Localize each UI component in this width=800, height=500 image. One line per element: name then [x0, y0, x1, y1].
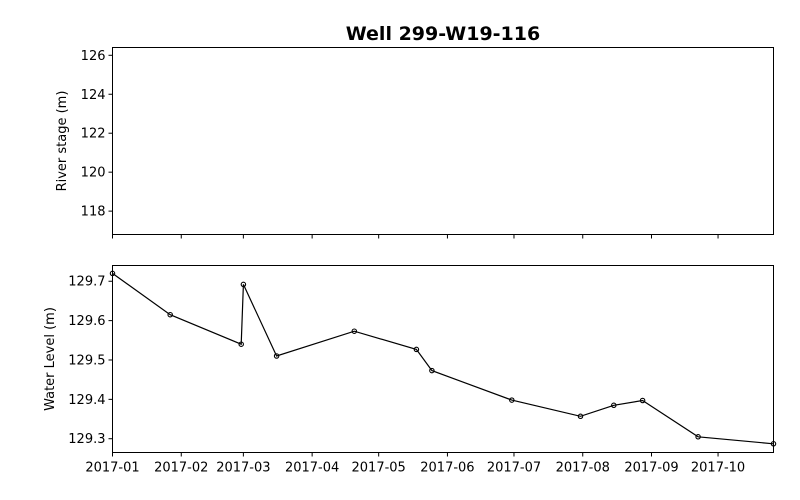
water-level-point — [509, 397, 515, 403]
river-stage-x-ticks — [112, 234, 719, 239]
water-level-point — [413, 346, 420, 353]
water-level-y-ticks: 129.3 129.4 129.5 129.6 129.7 — [68, 275, 113, 447]
water-level-plot-area — [112, 265, 774, 453]
water-level-x-ticks: 2017-01 2017-02 2017-03 2017-04 2017-05 2017-… — [85, 452, 745, 476]
x-tick-label: 2017-02 — [154, 461, 208, 476]
water-level-point — [238, 341, 244, 347]
x-tick-label: 2017-09 — [624, 461, 678, 476]
water-level-point — [109, 270, 116, 277]
x-tick-label: 2017-01 — [85, 461, 139, 476]
y-tick-label: 129.5 — [68, 353, 105, 368]
water-level-series — [109, 270, 777, 447]
x-tick-label: 2017-04 — [285, 461, 339, 476]
water-level-point — [639, 397, 646, 404]
water-level-point — [770, 441, 777, 447]
water-level-point — [695, 434, 701, 440]
water-level-point — [351, 328, 358, 334]
river-stage-y-ticks: 118 120 122 124 126 — [81, 49, 113, 220]
river-stage-y-axis-label: River stage (m) — [55, 91, 70, 192]
water-level-y-axis-label: Water Level (m) — [43, 307, 58, 411]
y-tick-label: 120 — [81, 166, 106, 181]
x-tick-label: 2017-03 — [216, 461, 270, 476]
x-tick-label: 2017-10 — [691, 461, 745, 476]
water-level-point — [577, 413, 584, 420]
water-level-point — [240, 281, 247, 288]
x-tick-label: 2017-06 — [420, 461, 474, 476]
x-tick-label: 2017-05 — [352, 461, 406, 476]
water-level-point — [167, 311, 173, 318]
y-tick-label: 129.7 — [68, 275, 105, 290]
water-level-point — [611, 402, 617, 409]
y-tick-label: 126 — [81, 49, 106, 64]
water-level-point — [273, 353, 280, 359]
y-tick-label: 129.3 — [68, 432, 105, 447]
x-tick-label: 2017-08 — [556, 461, 610, 476]
chart-title: Well 299-W19-116 — [346, 23, 540, 45]
water-level-point — [429, 367, 435, 374]
y-tick-label: 124 — [81, 88, 106, 103]
river-stage-plot-area — [112, 47, 774, 235]
river-stage-panel: 118 120 122 124 126 River stage (m) — [55, 47, 774, 239]
x-tick-label: 2017-07 — [487, 461, 541, 476]
y-tick-label: 118 — [81, 205, 106, 220]
y-tick-label: 122 — [81, 127, 106, 142]
water-level-panel: 129.3 129.4 129.5 129.6 129.7 2017-01 2017-02… — [43, 265, 777, 476]
y-tick-label: 129.4 — [68, 393, 105, 408]
water-level-line — [112, 272, 774, 445]
y-tick-label: 129.6 — [68, 314, 105, 329]
